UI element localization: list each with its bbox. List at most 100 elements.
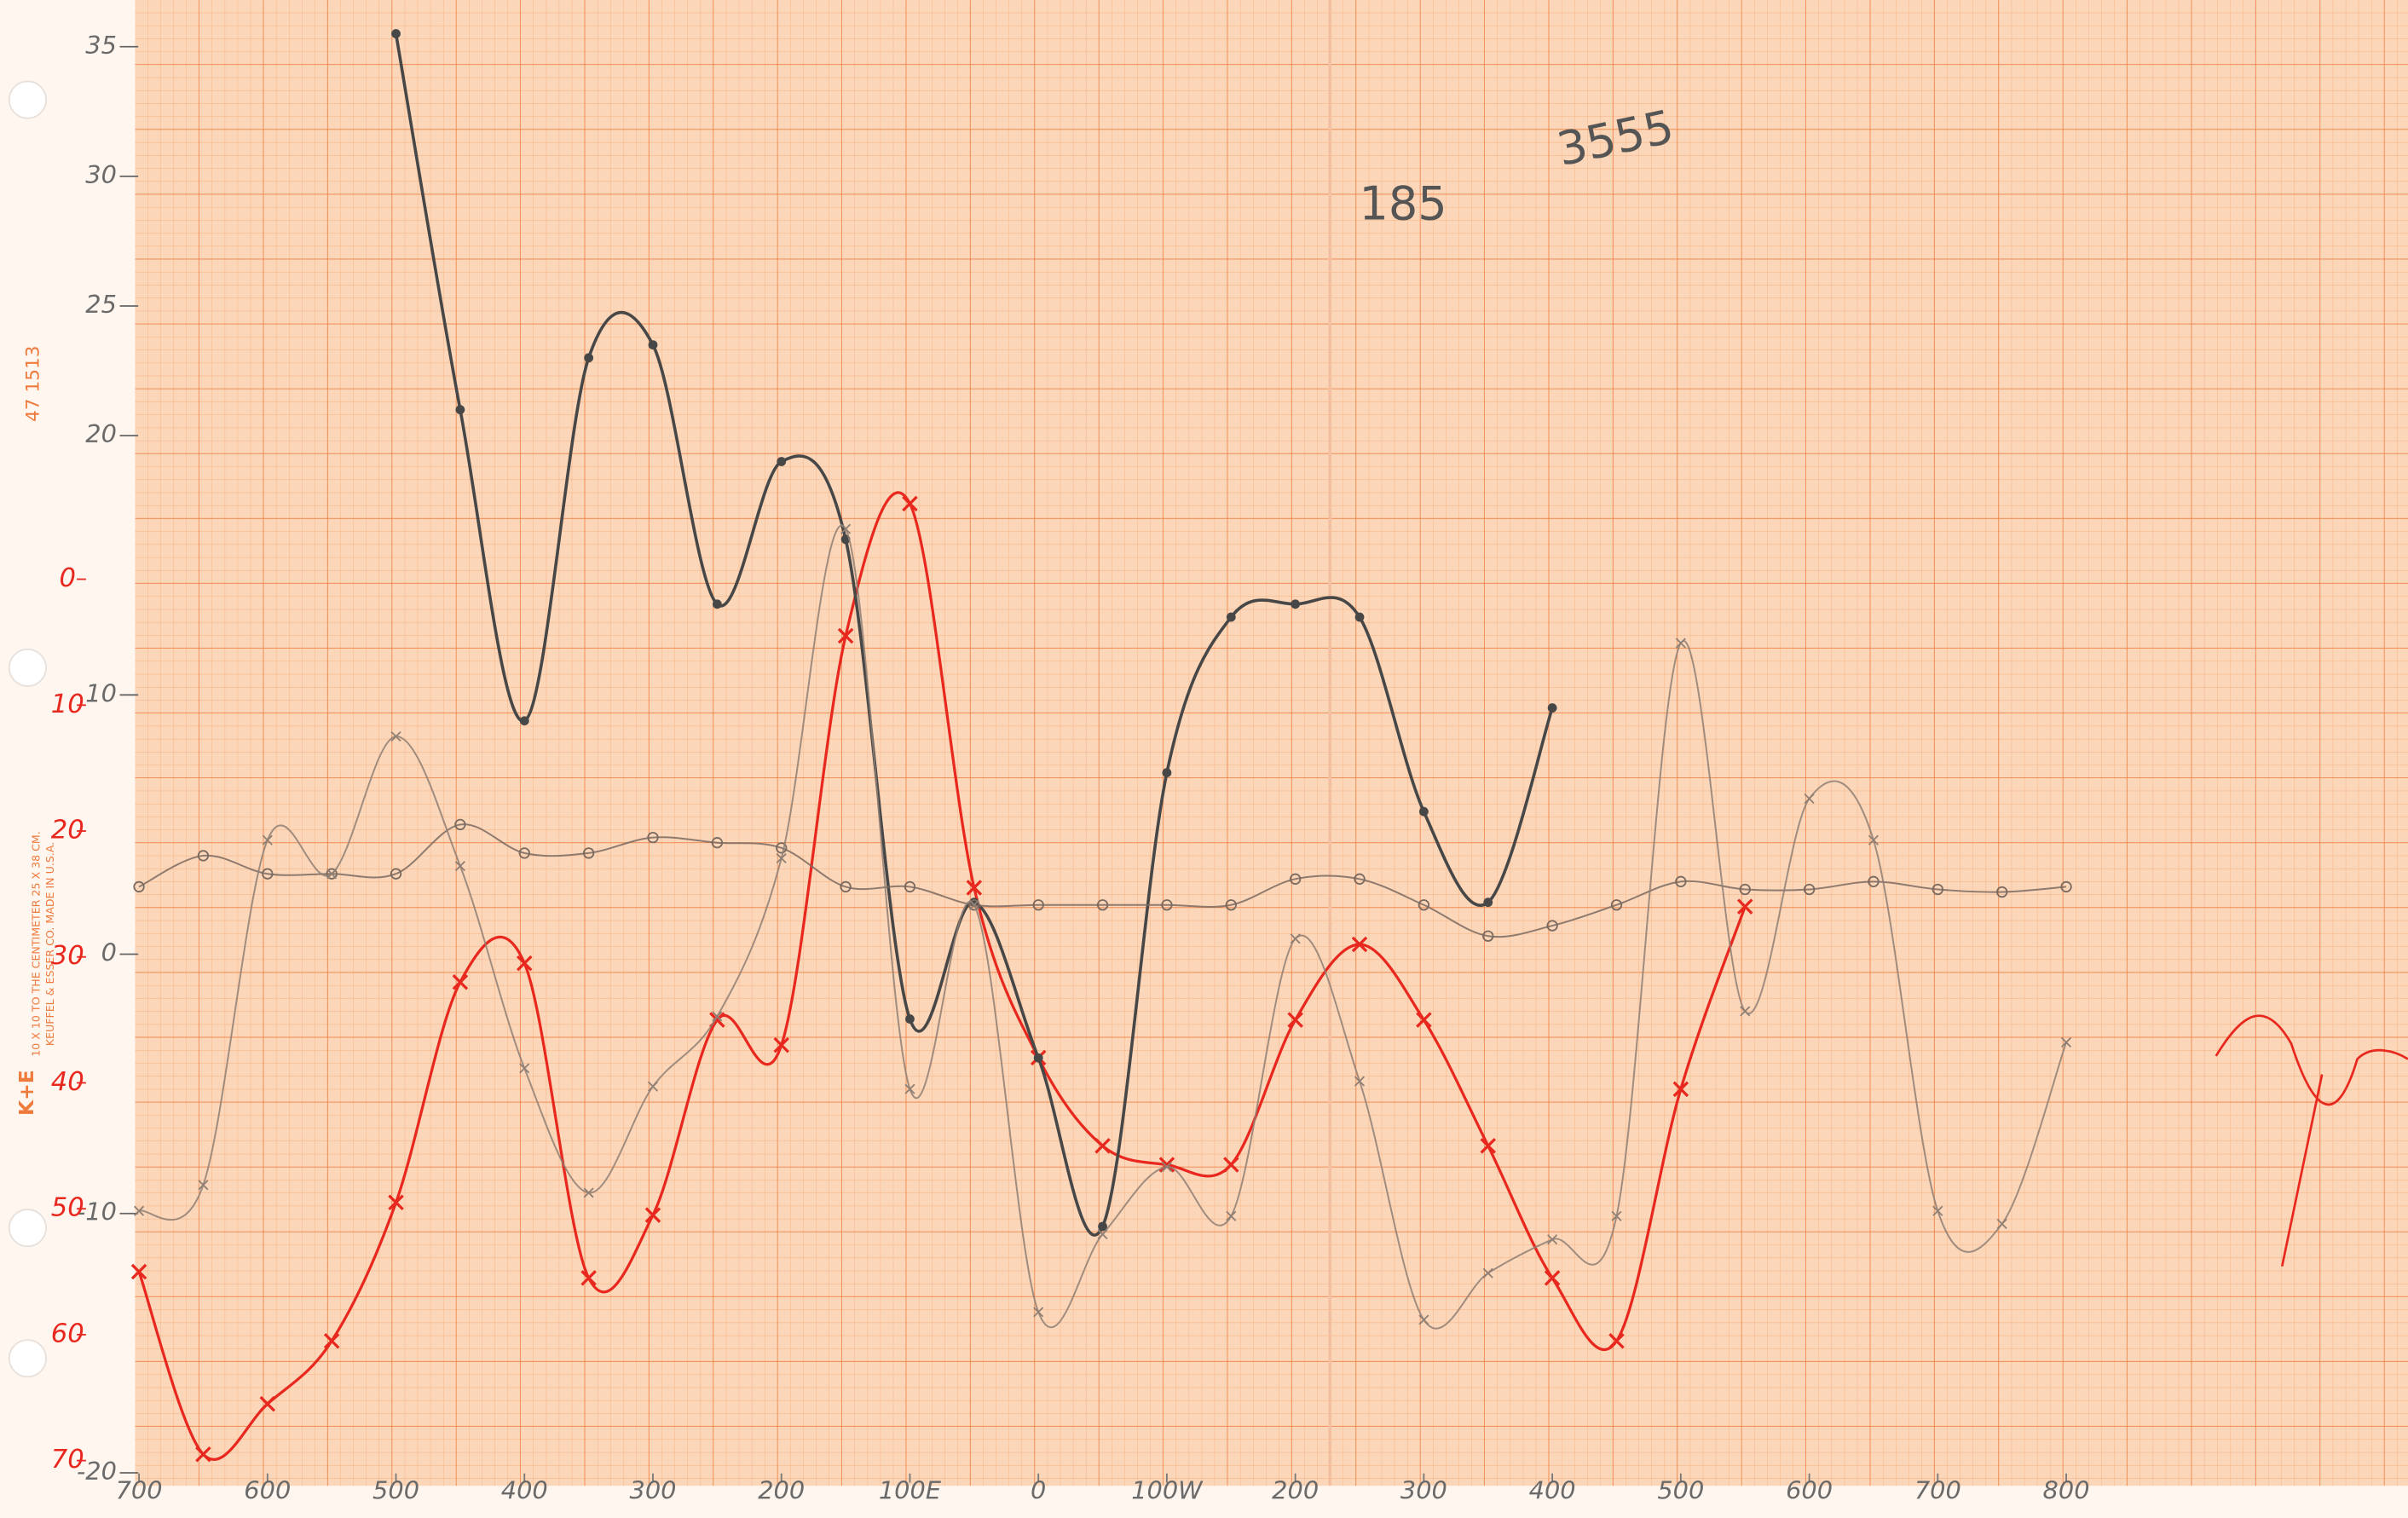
marker — [1546, 920, 1558, 932]
marker — [1226, 1210, 1237, 1221]
marker — [1291, 599, 1301, 609]
marker — [518, 847, 530, 859]
marker — [647, 831, 659, 844]
marker — [647, 1081, 659, 1092]
marker — [1097, 1229, 1108, 1240]
marker — [1094, 1138, 1111, 1154]
marker — [1287, 1012, 1303, 1028]
marker — [1547, 703, 1557, 713]
marker — [1740, 1006, 1751, 1017]
marker — [1932, 1205, 1943, 1216]
x-tick-label: 0 — [1031, 1475, 1046, 1504]
x-tick-label: 700 — [116, 1475, 163, 1504]
x-tick-label: 100E — [879, 1475, 942, 1504]
y-tick-label: 25 — [85, 290, 117, 319]
marker — [519, 716, 529, 726]
hole — [8, 1209, 47, 1248]
annotation: KEUFFEL & ESSER CO. MADE IN U.S.A. — [43, 842, 56, 1046]
marker — [1611, 1210, 1622, 1221]
marker — [904, 1083, 915, 1094]
marker — [452, 974, 469, 990]
marker — [1932, 883, 1943, 896]
marker — [1675, 638, 1686, 649]
marker — [519, 1063, 530, 1074]
y2-tick-label: 60 — [51, 1319, 84, 1348]
x-tick-label: 800 — [2043, 1475, 2090, 1504]
marker — [1033, 1053, 1043, 1063]
major-grid — [135, 0, 2408, 1486]
scribble — [2215, 1014, 2408, 1267]
y-tick-label: -10 — [77, 1198, 117, 1227]
y2-tick-label: 50 — [51, 1193, 84, 1223]
y-tick-label: 35 — [85, 31, 117, 60]
y-tick-label: 10 — [85, 678, 117, 707]
hole — [8, 1339, 47, 1378]
marker — [580, 1270, 597, 1286]
marker — [1354, 873, 1366, 885]
marker — [1098, 1221, 1107, 1232]
marker — [134, 1205, 145, 1216]
marker — [773, 1036, 789, 1053]
hole — [8, 80, 47, 119]
series-line — [394, 33, 1554, 1237]
marker — [582, 847, 595, 859]
y2-tick-label: 40 — [51, 1067, 84, 1097]
x-tick-label: 500 — [372, 1475, 419, 1504]
y-tick-label: 30 — [85, 160, 117, 189]
marker — [1996, 1218, 2007, 1229]
marker — [195, 1446, 211, 1463]
marker — [776, 842, 788, 854]
marker — [454, 861, 465, 872]
marker — [130, 1263, 147, 1280]
hole — [8, 648, 47, 687]
marker — [133, 880, 145, 893]
marker — [326, 869, 338, 880]
marker — [2060, 880, 2072, 893]
marker — [391, 29, 401, 38]
marker — [1225, 899, 1237, 911]
marker — [197, 850, 210, 862]
marker — [1996, 886, 2008, 898]
marker — [584, 353, 594, 363]
x-tick-label: 700 — [1914, 1475, 1961, 1504]
marker — [1223, 1157, 1239, 1173]
marker — [259, 1395, 276, 1412]
marker — [968, 899, 979, 910]
marker — [1290, 933, 1301, 944]
marker — [1096, 899, 1109, 911]
marker — [1354, 612, 1365, 622]
marker — [648, 340, 658, 350]
y2-tick-label: 10 — [51, 690, 84, 719]
marker — [840, 523, 852, 534]
marker — [1158, 1157, 1175, 1173]
marker — [1736, 898, 1753, 915]
marker — [902, 495, 918, 512]
x-tick-label: 200 — [758, 1475, 805, 1504]
marker — [1610, 899, 1623, 911]
marker — [1416, 1012, 1432, 1028]
marker — [966, 880, 983, 896]
x-tick-label: 400 — [501, 1475, 548, 1504]
marker — [1351, 936, 1368, 953]
x-tick-label: 600 — [1786, 1475, 1833, 1504]
marker — [905, 1014, 915, 1024]
y2-tick-label: 0 — [60, 563, 76, 593]
marker — [2061, 1036, 2072, 1048]
y-tick-label: 0 — [101, 938, 117, 967]
x-tick-label: 100W — [1131, 1475, 1204, 1504]
marker — [1289, 873, 1302, 885]
marker — [262, 868, 274, 880]
series-line — [138, 524, 2067, 1330]
y-tick-label: 20 — [85, 419, 117, 448]
marker — [262, 834, 273, 846]
marker — [776, 852, 787, 864]
marker — [1226, 612, 1236, 622]
marker — [1354, 1076, 1366, 1087]
marker — [1868, 875, 1880, 888]
marker — [837, 627, 854, 644]
annotation: 10 X 10 TO THE CENTIMETER 25 X 38 CM. — [30, 831, 43, 1057]
marker — [1033, 1307, 1044, 1318]
marker — [390, 730, 401, 742]
x-tick-label: 600 — [244, 1475, 291, 1504]
